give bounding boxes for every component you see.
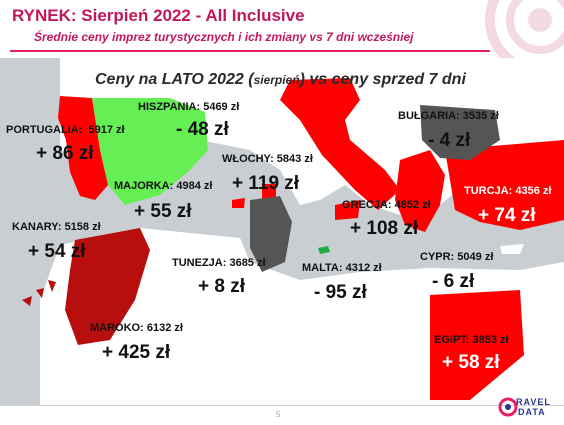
page-title: RYNEK: Sierpień 2022 - All Inclusive <box>12 6 305 25</box>
destination-wlochy-label: WŁOCHY: 5843 zł <box>222 153 313 165</box>
destination-turcja-change: + 74 zł <box>478 205 536 226</box>
portugal-region <box>58 96 108 200</box>
destination-wlochy-change: + 119 zł <box>232 173 300 194</box>
destination-malta-change: - 95 zł <box>314 282 367 303</box>
majorca-region <box>232 198 245 208</box>
destination-majorka-change: + 55 zł <box>134 201 192 222</box>
destination-grecja-change: + 108 zł <box>350 218 419 239</box>
destination-majorka-label: MAJORKA: 4984 zł <box>114 180 213 192</box>
destination-maroko-label: MAROKO: 6132 zł <box>90 322 183 334</box>
morocco-region <box>65 228 150 345</box>
destination-cypr-label: CYPR: 5049 zł <box>420 251 494 263</box>
mediterranean-map <box>0 58 564 405</box>
turkey-region <box>445 140 564 230</box>
malta-region <box>318 246 330 254</box>
spain-region <box>92 98 208 205</box>
destination-kanary-label: KANARY: 5158 zł <box>12 221 101 233</box>
destination-portugalia-change: + 86 zł <box>36 143 94 164</box>
destination-egipt-label: EGIPT: 3853 zł <box>434 334 509 346</box>
tunisia-region <box>250 196 292 272</box>
canary-islands <box>22 280 56 306</box>
page-number: 5 <box>276 410 281 419</box>
destination-hiszpania-label: HISZPANIA: 5469 zł <box>138 101 240 113</box>
greece-region <box>395 150 445 232</box>
destination-egipt-change: + 58 zł <box>442 352 500 373</box>
title-divider <box>10 50 490 52</box>
destination-maroko-change: + 425 zł <box>102 342 171 363</box>
destination-turcja-label: TURCJA: 4356 zł <box>464 185 552 197</box>
destination-portugalia-label: PORTUGALIA: 5917 zł <box>6 124 125 136</box>
decorative-circles <box>485 0 564 58</box>
egypt-region <box>430 290 524 400</box>
sicily-region <box>335 200 360 220</box>
destination-grecja-label: GRECJA: 4852 zł <box>342 199 431 211</box>
destination-malta-label: MALTA: 4312 zł <box>302 262 382 274</box>
travel-data-logo: RAVEL DATA <box>498 394 558 420</box>
destination-bulgaria-change: - 4 zł <box>428 130 471 151</box>
destination-cypr-change: - 6 zł <box>432 271 475 292</box>
italy-region <box>280 78 400 210</box>
logo-text-line2: DATA <box>518 407 546 417</box>
page-subtitle: Średnie ceny imprez turystycznych i ich … <box>34 30 414 44</box>
footer-divider <box>0 405 564 406</box>
destination-tunezja-label: TUNEZJA: 3685 zł <box>172 257 266 269</box>
destination-tunezja-change: + 8 zł <box>198 276 245 297</box>
logo-mark-icon <box>498 397 518 417</box>
bulgaria-region <box>420 105 500 160</box>
map-heading: Ceny na LATO 2022 (sierpień) vs ceny spr… <box>95 71 466 88</box>
destination-kanary-change: + 54 zł <box>28 241 86 262</box>
logo-text-line1: RAVEL <box>516 397 551 407</box>
cyprus-region <box>500 244 524 254</box>
destination-bulgaria-label: BUŁGARIA: 3535 zł <box>398 110 499 122</box>
destination-hiszpania-change: - 48 zł <box>176 119 229 140</box>
